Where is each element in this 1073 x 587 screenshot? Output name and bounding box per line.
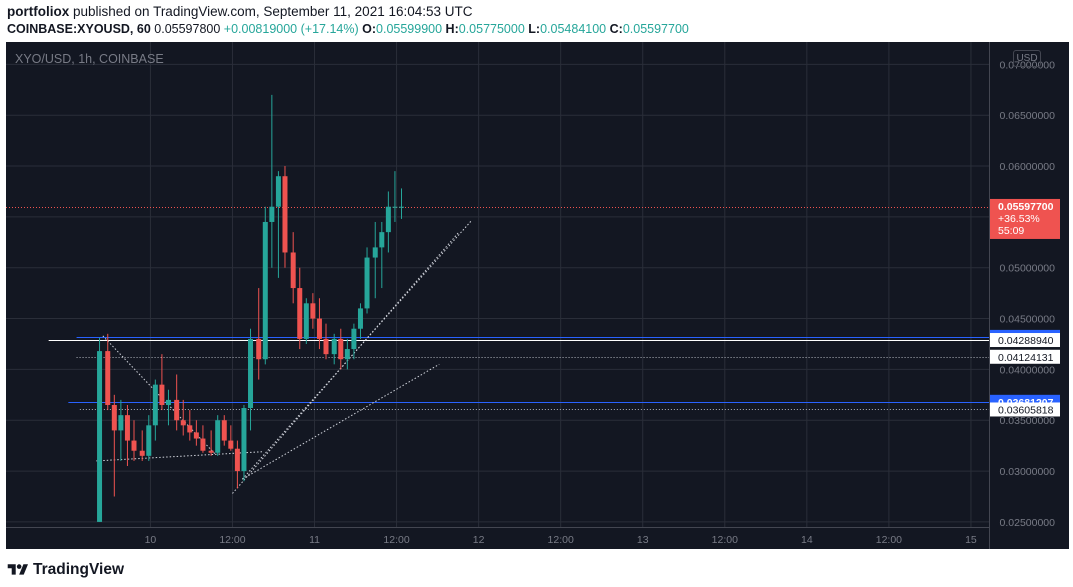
level-label: 0.04288940 <box>998 335 1054 347</box>
x-tick-label: 10 <box>145 534 157 546</box>
price-tag-text: 0.05597700 <box>998 201 1054 213</box>
chart-legend: XYO/USD, 1h, COINBASE <box>15 52 164 66</box>
chart-canvas[interactable]: 0.070000000.065000000.060000000.05500000… <box>6 42 1069 549</box>
candle-up <box>379 232 385 248</box>
candle-down <box>180 420 186 426</box>
y-tick-label: 0.05000000 <box>1000 263 1056 275</box>
candle-up <box>364 257 370 309</box>
x-tick-label: 13 <box>637 534 649 546</box>
candle-up <box>351 328 357 350</box>
candle-up <box>248 338 254 409</box>
candle-down <box>208 450 214 453</box>
level-label-bg <box>990 349 1060 364</box>
trend-line <box>241 219 473 480</box>
candle-up <box>118 415 124 431</box>
candle-down <box>193 432 199 439</box>
author-name[interactable]: portfoliox <box>7 4 70 19</box>
candle-down <box>159 384 165 405</box>
x-tick-label: 12:00 <box>219 534 245 546</box>
candle-down <box>297 288 303 339</box>
y-tick-label: 0.02500000 <box>1000 517 1056 529</box>
candle-down <box>187 425 193 433</box>
y-tick-label: 0.04500000 <box>1000 314 1056 326</box>
candle-up <box>357 308 363 329</box>
y-tick-label: 0.03000000 <box>1000 466 1056 478</box>
candle-up <box>344 349 350 360</box>
y-tick-label: 0.06000000 <box>1000 161 1056 173</box>
candle-down <box>338 338 344 360</box>
candle-down <box>256 338 262 360</box>
x-tick-label: 12:00 <box>712 534 738 546</box>
candle-down <box>131 440 137 451</box>
high-value: 0.05775000 <box>458 22 525 36</box>
x-tick-label: 12:00 <box>548 534 574 546</box>
low-label: L: <box>528 22 541 36</box>
symbol-name: COINBASE:XYOUSD, 60 <box>7 22 151 36</box>
price-change: +0.00819000 (+17.14%) <box>223 22 359 36</box>
candle-down <box>221 420 227 441</box>
candle-down <box>174 399 180 421</box>
high-label: H: <box>445 22 459 36</box>
currency-button[interactable]: USD <box>1013 50 1041 67</box>
candle-up <box>262 221 268 360</box>
publish-info: portfoliox published on TradingView.com,… <box>7 4 473 19</box>
x-tick-label: 12 <box>473 534 485 546</box>
candle-down <box>200 438 206 451</box>
x-tick-label: 11 <box>309 534 320 546</box>
candle-up <box>303 303 309 339</box>
publish-details: published on TradingView.com, September … <box>69 4 473 19</box>
candle-up <box>372 247 378 258</box>
candle-up <box>165 399 171 405</box>
candle-up <box>146 425 152 456</box>
candle-down <box>316 318 322 339</box>
candle-up <box>398 206 404 208</box>
x-tick-label: 12:00 <box>383 534 409 546</box>
open-label: O: <box>362 22 377 36</box>
candle-down <box>111 404 117 431</box>
last-price: 0.05597800 <box>154 22 221 36</box>
candle-down <box>105 351 111 405</box>
candle-up <box>275 176 281 207</box>
candle-up <box>385 206 391 233</box>
chart-panel[interactable]: 0.070000000.065000000.060000000.05500000… <box>6 42 1069 549</box>
candle-up <box>241 408 247 472</box>
footer: TradingView <box>7 559 124 581</box>
close-label: C: <box>609 22 623 36</box>
candle-down <box>310 303 316 319</box>
brand-name[interactable]: TradingView <box>33 561 125 578</box>
price-tag-text: +36.53% <box>998 213 1040 225</box>
close-value: 0.05597700 <box>622 22 689 36</box>
level-label: 0.03605818 <box>998 404 1054 416</box>
candle-up <box>152 384 158 426</box>
candle-up <box>215 420 221 453</box>
open-value: 0.05599900 <box>376 22 443 36</box>
x-tick-label: 12:00 <box>876 534 902 546</box>
candle-down <box>139 450 145 456</box>
x-tick-label: 15 <box>965 534 977 546</box>
level-label-bg <box>990 333 1060 348</box>
y-tick-label: 0.04000000 <box>1000 364 1056 376</box>
candle-up <box>97 351 103 522</box>
low-value: 0.05484100 <box>540 22 607 36</box>
trend-line <box>232 231 460 494</box>
candle-up <box>269 206 275 222</box>
candle-down <box>124 415 130 441</box>
y-tick-label: 0.03500000 <box>1000 415 1056 427</box>
candle-down <box>228 440 234 449</box>
candle-down <box>323 338 329 355</box>
symbol-info: COINBASE:XYOUSD, 60 0.05597800 +0.008190… <box>7 22 689 36</box>
price-tag-text: 55:09 <box>998 225 1024 237</box>
candle-down <box>290 252 296 289</box>
price-tag-bg <box>990 198 1060 239</box>
candle-up <box>392 206 398 208</box>
candle-up <box>331 338 337 355</box>
level-label-bg <box>990 402 1060 417</box>
x-tick-label: 14 <box>801 534 813 546</box>
candle-down <box>234 448 240 472</box>
y-tick-label: 0.06500000 <box>1000 110 1056 122</box>
candle-down <box>282 176 288 253</box>
tradingview-logo-icon <box>7 564 28 575</box>
trend-line <box>242 363 440 480</box>
level-label: 0.04124131 <box>998 352 1054 364</box>
